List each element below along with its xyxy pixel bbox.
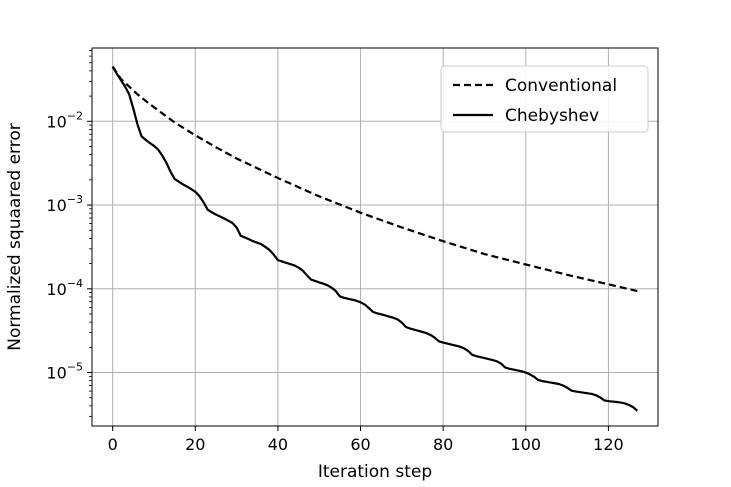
y-tick-exponent: −3 xyxy=(67,193,83,206)
y-tick-exponent: −4 xyxy=(67,277,83,290)
x-tick-label: 0 xyxy=(108,435,118,454)
x-tick-label: 20 xyxy=(185,435,205,454)
x-tick-label: 60 xyxy=(350,435,370,454)
y-gridlines xyxy=(92,120,658,374)
series-layer xyxy=(111,65,639,412)
x-axis-ticks: 0 20 40 60 80 100 120 xyxy=(108,426,624,454)
y-tick-label: 10−2 xyxy=(46,109,83,131)
x-axis-label: Iteration step xyxy=(318,462,432,482)
x-tick-label: 100 xyxy=(511,435,542,454)
y-tick-base: 10 xyxy=(46,112,66,131)
y-tick-base: 10 xyxy=(46,196,66,215)
y-tick-label: 10−4 xyxy=(46,277,83,299)
y-tick-label: 10−5 xyxy=(46,361,83,383)
x-tick-label: 80 xyxy=(433,435,453,454)
legend-label-chebyshev: Chebyshev xyxy=(505,106,599,126)
y-tick-label: 10−3 xyxy=(46,193,83,215)
x-tick-label: 40 xyxy=(268,435,288,454)
y-tick-exponent: −5 xyxy=(67,361,83,374)
legend: Conventional Chebyshev xyxy=(440,65,649,133)
y-axis-ticks: 10−510−410−310−2 xyxy=(46,50,92,417)
y-tick-base: 10 xyxy=(46,364,66,383)
x-tick-label: 120 xyxy=(593,435,624,454)
series-line-conventional xyxy=(111,65,638,293)
series-line-chebyshev xyxy=(111,66,639,412)
y-tick-exponent: −2 xyxy=(67,109,83,122)
plot-area-frame xyxy=(91,47,659,427)
y-axis-label: Normalized squaared error xyxy=(5,123,25,351)
y-tick-base: 10 xyxy=(46,280,66,299)
legend-label-conventional: Conventional xyxy=(505,76,617,96)
